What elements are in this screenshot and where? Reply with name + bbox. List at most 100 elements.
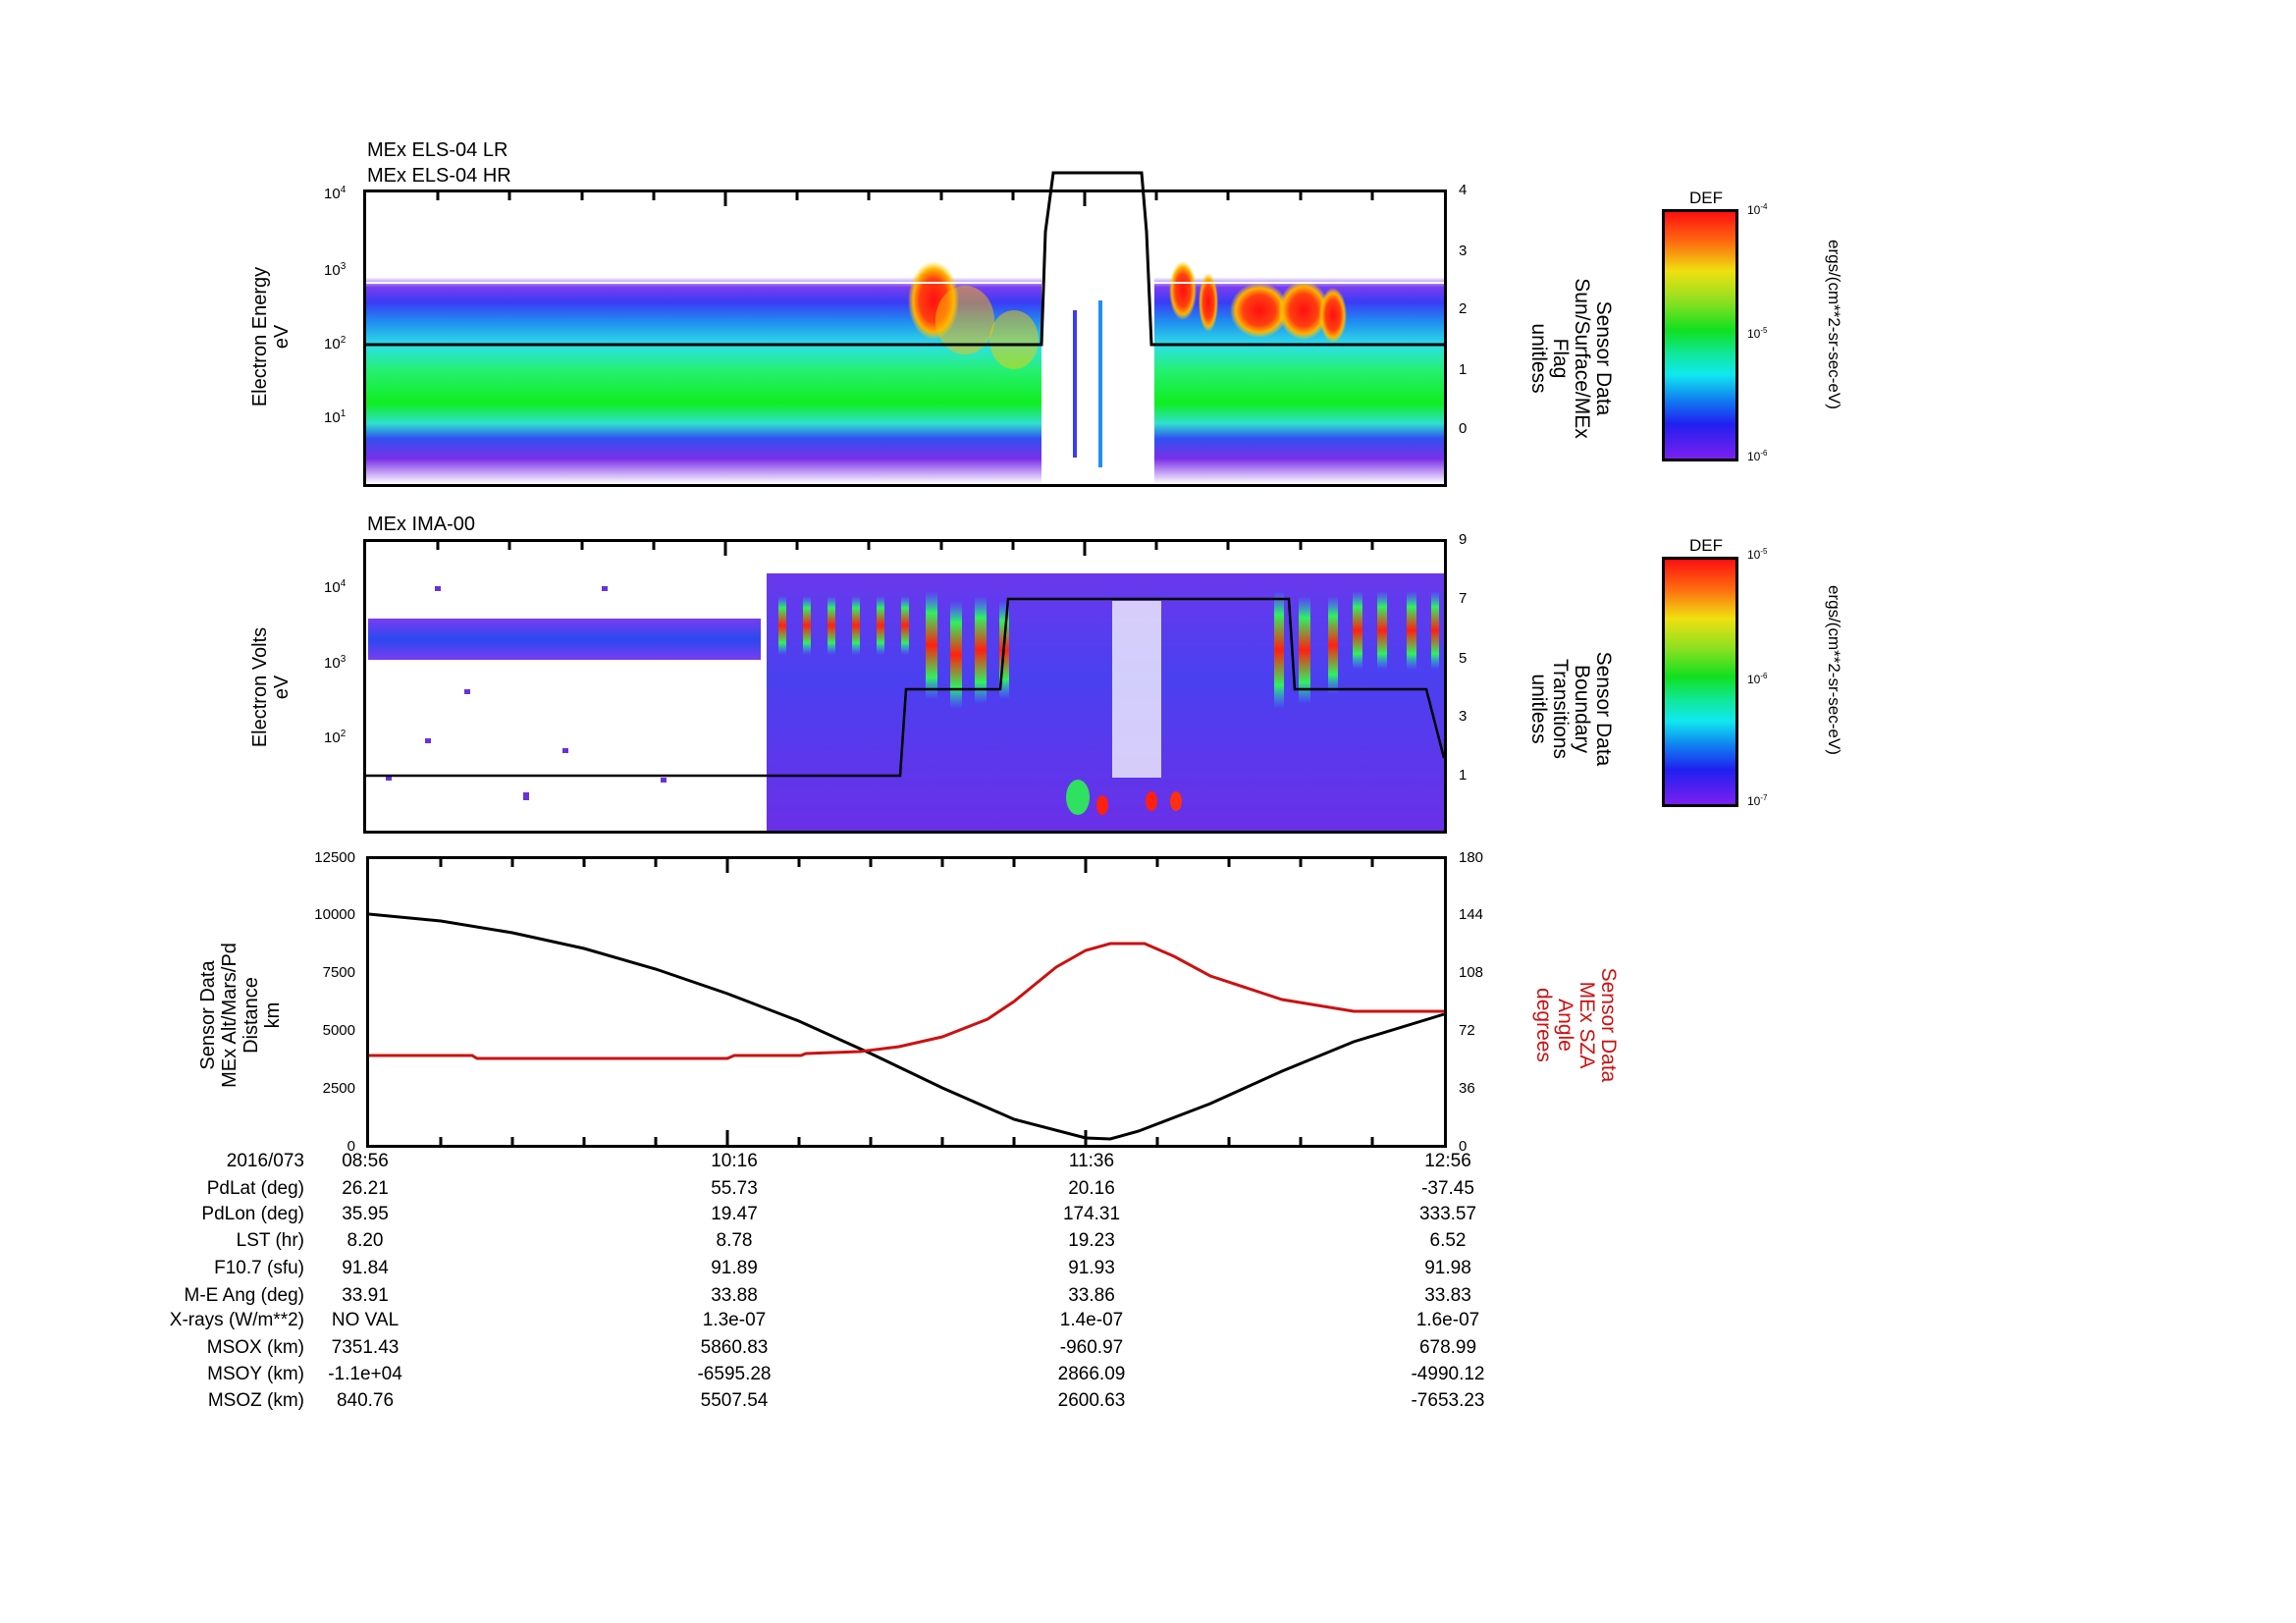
orbit-ytick-2500: 2500 [322,1080,355,1097]
els-ylabel-left: Electron Energy eV [249,239,293,435]
eph-value: 08:56 [342,1151,389,1171]
orbit-ytick-right-144: 144 [1459,906,1484,923]
orbit-ylabel-right-line3: Angle [1554,999,1576,1052]
eph-value: 91.89 [711,1258,758,1278]
eph-value: 12:56 [1424,1151,1471,1171]
eph-value: 2600.63 [1057,1390,1126,1411]
orbit-ytick-10000: 10000 [314,906,355,923]
eph-value: 91.98 [1424,1258,1471,1278]
els-ytick-1e1: 101 [324,408,347,426]
ima-ytick-right-5: 5 [1459,650,1468,667]
eph-value: -37.45 [1421,1178,1474,1199]
eph-value: 11:36 [1068,1151,1115,1171]
els-spectrogram [363,171,1447,487]
eph-label: MSOZ (km) [207,1390,304,1411]
orbit-ytick-right-72: 72 [1459,1022,1475,1039]
ima-colorbar-min: 10-7 [1747,793,1768,808]
els-colorbar-min: 10-6 [1747,449,1768,463]
els-ytick-right-4: 4 [1459,182,1468,198]
eph-label: LST (hr) [236,1230,304,1251]
orbit-line-plot [366,856,1447,1148]
orbit-ylabel-right: Sensor Data MEx SZA Angle degrees [1532,932,1620,1118]
ima-ylabel-right-line2: Boundary [1571,665,1593,753]
ima-colorbar-max: 10-5 [1747,547,1768,562]
eph-label: PdLat (deg) [206,1178,304,1199]
ima-ytick-1e3: 103 [324,654,347,672]
eph-value: 1.4e-07 [1059,1310,1124,1330]
els-colorbar-max: 10-4 [1747,202,1768,217]
ima-ytick-right-7: 7 [1459,590,1468,607]
els-ytick-right-1: 1 [1459,361,1468,378]
eph-value: 7351.43 [331,1337,400,1358]
els-ylabel-left-line1: Electron Energy [249,266,271,407]
eph-value: 8.78 [716,1230,753,1251]
els-ylabel-right: Sensor Data Sun/Surface/MEx Flag unitles… [1527,241,1615,476]
els-colorbar-title: DEF [1689,189,1723,207]
orbit-ytick-5000: 5000 [322,1022,355,1039]
orbit-ylabel-left-line1: Sensor Data [197,960,219,1070]
ima-title: MEx IMA-00 [367,514,476,535]
els-colorbar [1662,209,1738,461]
els-colorbar-unit: ergs/(cm**2-sr-sec-eV) [1825,240,1843,409]
eph-value: -1.1e+04 [328,1364,402,1384]
orbit-ylabel-left-line2: MEx Alt/Mars/Pd [219,943,240,1088]
els-ytick-right-3: 3 [1459,243,1468,259]
ima-spectrogram [363,539,1447,834]
eph-value: 19.47 [711,1204,758,1224]
ima-ylabel-right-line4: unitless [1527,674,1550,744]
eph-value: 2866.09 [1057,1364,1126,1384]
orbit-ylabel-right-line2: MEx SZA [1575,981,1598,1069]
eph-value: 35.95 [342,1204,389,1224]
eph-value: 1.3e-07 [702,1310,767,1330]
eph-value: -960.97 [1059,1337,1124,1358]
els-ylabel-right-line3: Flag [1549,338,1572,379]
eph-value: 91.84 [342,1258,389,1278]
eph-label: X-rays (W/m**2) [169,1310,304,1330]
eph-value: 33.91 [342,1285,389,1306]
orbit-line-svg [368,859,1445,1145]
eph-value: 1.6e-07 [1415,1310,1480,1330]
els-ylabel-left-line2: eV [271,324,293,350]
els-spectrogram-svg [366,171,1444,484]
eph-label: PdLon (deg) [201,1204,304,1224]
eph-value: -7653.23 [1411,1390,1485,1411]
ima-ylabel-left: Electron Volts eV [249,589,293,785]
eph-value: 26.21 [342,1178,389,1199]
eph-label: 2016/073 [226,1151,304,1171]
eph-value: 33.86 [1068,1285,1115,1306]
els-ytick-right-2: 2 [1459,300,1468,317]
els-title-hr: MEx ELS-04 HR [367,165,511,187]
eph-value: 91.93 [1068,1258,1115,1278]
eph-label: MSOX (km) [206,1337,304,1358]
orbit-ylabel-left-line4: km [262,1001,284,1029]
els-ytick-1e3: 103 [324,261,347,279]
els-colorbar-mid: 10-5 [1747,326,1768,341]
orbit-ylabel-left-line3: Distance [240,977,262,1054]
altitude-line [368,912,1445,1141]
ima-ylabel-right: Sensor Data Boundary Transitions unitles… [1527,591,1615,827]
ima-colorbar-mid: 10-6 [1747,672,1768,686]
ima-colorbar [1662,557,1738,807]
ima-ylabel-right-line1: Sensor Data [1592,651,1615,767]
eph-value: 333.57 [1418,1204,1477,1224]
eph-value: 20.16 [1068,1178,1115,1199]
orbit-ytick-7500: 7500 [322,964,355,981]
ima-ytick-right-1: 1 [1459,767,1468,784]
ephemeris-table: 2016/073 08:56 10:16 11:36 12:56 PdLat (… [0,1151,1571,1426]
ima-colorbar-title: DEF [1689,536,1723,555]
orbit-ylabel-right-line4: degrees [1532,988,1555,1062]
orbit-ytick-0: 0 [347,1138,355,1155]
orbit-ytick-right-36: 36 [1459,1080,1475,1097]
ima-ylabel-right-line3: Transitions [1549,659,1572,759]
sza-line [369,942,1444,1060]
eph-value: 6.52 [1429,1230,1467,1251]
eph-value: 5860.83 [700,1337,769,1358]
eph-value: 55.73 [711,1178,758,1199]
ima-ytick-right-3: 3 [1459,708,1468,725]
eph-value: 19.23 [1068,1230,1115,1251]
els-ytick-right-0: 0 [1459,420,1468,437]
eph-value: 5507.54 [700,1390,769,1411]
ima-spectrogram-svg [366,542,1446,831]
eph-value: 10:16 [711,1151,758,1171]
eph-value: NO VAL [331,1310,400,1330]
